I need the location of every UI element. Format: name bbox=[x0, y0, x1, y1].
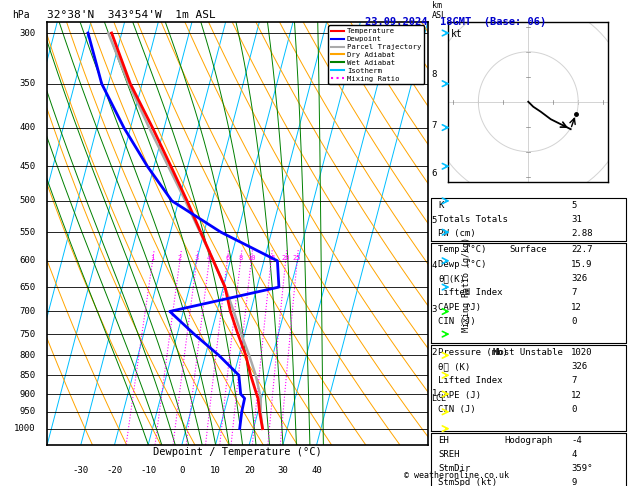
Text: Dewp (°C): Dewp (°C) bbox=[438, 260, 487, 269]
Text: CAPE (J): CAPE (J) bbox=[438, 391, 481, 399]
Text: CIN (J): CIN (J) bbox=[438, 405, 476, 414]
Text: StmDir: StmDir bbox=[438, 464, 470, 473]
Text: -4: -4 bbox=[571, 435, 582, 445]
Text: CIN (J): CIN (J) bbox=[438, 317, 476, 326]
Text: K: K bbox=[438, 201, 444, 209]
Text: 6: 6 bbox=[431, 169, 437, 178]
Text: 7: 7 bbox=[571, 288, 577, 297]
Text: 450: 450 bbox=[19, 162, 36, 171]
Text: 650: 650 bbox=[19, 282, 36, 292]
Text: 4: 4 bbox=[571, 450, 577, 459]
Text: StmSpd (kt): StmSpd (kt) bbox=[438, 478, 498, 486]
Text: 32°38'N  343°54'W  1m ASL: 32°38'N 343°54'W 1m ASL bbox=[47, 10, 216, 20]
Text: 1020: 1020 bbox=[571, 347, 593, 357]
Text: 8: 8 bbox=[431, 69, 437, 79]
Text: 6: 6 bbox=[225, 255, 230, 261]
Text: 15.9: 15.9 bbox=[571, 260, 593, 269]
Text: 0: 0 bbox=[571, 317, 577, 326]
Text: 20: 20 bbox=[244, 466, 255, 475]
Text: -20: -20 bbox=[106, 466, 123, 475]
Text: 9: 9 bbox=[571, 478, 577, 486]
Legend: Temperature, Dewpoint, Parcel Trajectory, Dry Adiabat, Wet Adiabat, Isotherm, Mi: Temperature, Dewpoint, Parcel Trajectory… bbox=[328, 25, 424, 85]
Text: 1: 1 bbox=[431, 389, 437, 398]
Text: km
ASL: km ASL bbox=[431, 1, 447, 20]
Text: 800: 800 bbox=[19, 351, 36, 360]
Text: 7: 7 bbox=[571, 376, 577, 385]
Text: 550: 550 bbox=[19, 228, 36, 237]
Text: 600: 600 bbox=[19, 256, 36, 265]
Text: 0: 0 bbox=[571, 405, 577, 414]
Text: 7: 7 bbox=[431, 121, 437, 130]
Text: 30: 30 bbox=[277, 466, 288, 475]
Text: hPa: hPa bbox=[13, 10, 30, 20]
Text: Temp (°C): Temp (°C) bbox=[438, 245, 487, 255]
Text: Most Unstable: Most Unstable bbox=[493, 347, 563, 357]
Text: 326: 326 bbox=[571, 274, 587, 283]
Text: EH: EH bbox=[438, 435, 449, 445]
Text: 2: 2 bbox=[431, 347, 437, 357]
Text: Hodograph: Hodograph bbox=[504, 435, 552, 445]
Text: Mixing Ratio (g/kg): Mixing Ratio (g/kg) bbox=[462, 237, 471, 331]
Text: 12: 12 bbox=[571, 303, 582, 312]
Text: PW (cm): PW (cm) bbox=[438, 229, 476, 238]
Text: -30: -30 bbox=[73, 466, 89, 475]
Text: θᴇ (K): θᴇ (K) bbox=[438, 362, 470, 371]
Text: LCL: LCL bbox=[431, 394, 447, 403]
Text: 15: 15 bbox=[267, 255, 276, 261]
Text: © weatheronline.co.uk: © weatheronline.co.uk bbox=[404, 471, 508, 480]
Text: SREH: SREH bbox=[438, 450, 460, 459]
Text: 5: 5 bbox=[431, 215, 437, 225]
Text: kt: kt bbox=[451, 29, 463, 39]
Text: 4: 4 bbox=[431, 260, 437, 270]
Text: 400: 400 bbox=[19, 123, 36, 132]
Text: 23.09.2024  18GMT  (Base: 06): 23.09.2024 18GMT (Base: 06) bbox=[365, 17, 547, 27]
Text: CAPE (J): CAPE (J) bbox=[438, 303, 481, 312]
Text: 10: 10 bbox=[210, 466, 221, 475]
Text: Lifted Index: Lifted Index bbox=[438, 376, 503, 385]
Text: 350: 350 bbox=[19, 79, 36, 88]
Text: 850: 850 bbox=[19, 371, 36, 380]
Text: 12: 12 bbox=[571, 391, 582, 399]
Text: 300: 300 bbox=[19, 29, 36, 37]
Text: 900: 900 bbox=[19, 390, 36, 399]
Text: 5: 5 bbox=[571, 201, 577, 209]
Text: 3: 3 bbox=[431, 305, 437, 314]
Text: 22.7: 22.7 bbox=[571, 245, 593, 255]
Text: 500: 500 bbox=[19, 196, 36, 206]
Text: 2.88: 2.88 bbox=[571, 229, 593, 238]
Text: 1000: 1000 bbox=[14, 424, 36, 433]
Text: 10: 10 bbox=[247, 255, 255, 261]
Text: Totals Totals: Totals Totals bbox=[438, 215, 508, 224]
Text: 20: 20 bbox=[281, 255, 290, 261]
Text: 750: 750 bbox=[19, 330, 36, 339]
Text: 0: 0 bbox=[179, 466, 184, 475]
Text: θᴇ(K): θᴇ(K) bbox=[438, 274, 465, 283]
Text: 359°: 359° bbox=[571, 464, 593, 473]
Text: Lifted Index: Lifted Index bbox=[438, 288, 503, 297]
Text: 31: 31 bbox=[571, 215, 582, 224]
Text: 25: 25 bbox=[293, 255, 301, 261]
Text: Surface: Surface bbox=[509, 245, 547, 255]
Text: 40: 40 bbox=[311, 466, 322, 475]
Text: 2: 2 bbox=[178, 255, 182, 261]
Text: Pressure (mb): Pressure (mb) bbox=[438, 347, 508, 357]
Text: 4: 4 bbox=[207, 255, 211, 261]
Text: 8: 8 bbox=[238, 255, 243, 261]
Text: -10: -10 bbox=[140, 466, 156, 475]
Text: 950: 950 bbox=[19, 407, 36, 417]
Text: 700: 700 bbox=[19, 307, 36, 316]
Text: 1: 1 bbox=[150, 255, 155, 261]
Text: 3: 3 bbox=[194, 255, 199, 261]
X-axis label: Dewpoint / Temperature (°C): Dewpoint / Temperature (°C) bbox=[153, 448, 322, 457]
Text: 326: 326 bbox=[571, 362, 587, 371]
